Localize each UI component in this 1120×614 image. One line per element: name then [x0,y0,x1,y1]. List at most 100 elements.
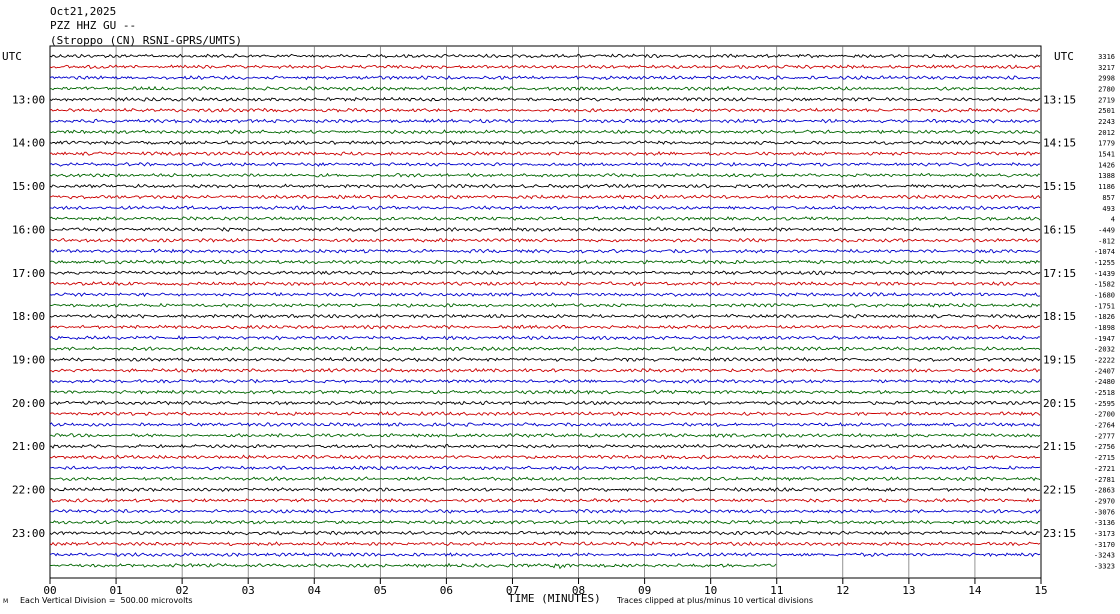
right-time-label: 13:15 [1043,93,1076,106]
trace-line [49,519,1041,525]
left-time-label: 21:00 [12,440,45,453]
trace-offset-label: -2756 [1094,443,1115,451]
trace-line [49,75,1041,81]
x-tick-label: 07 [506,584,519,597]
x-tick-label: 00 [43,584,56,597]
trace-offset-label: -3170 [1094,541,1115,549]
trace-line [49,151,1041,157]
trace-offset-label: -1255 [1094,259,1115,267]
trace-line [49,302,1041,308]
trace-line [49,530,1040,536]
trace-line [49,324,1041,330]
trace-line [49,487,1041,493]
trace-offset-label: 493 [1102,205,1115,213]
x-tick-label: 06 [440,584,453,597]
trace-offset-label: 2012 [1098,129,1115,137]
right-time-label: 22:15 [1043,484,1076,497]
x-tick-label: 03 [242,584,255,597]
trace-offset-label: -2863 [1094,487,1115,495]
trace-offset-label: -1898 [1094,324,1115,332]
trace-line [49,172,1041,178]
x-tick-label: 05 [374,584,387,597]
trace-offset-label: -1582 [1094,281,1115,289]
left-time-label: 19:00 [12,354,45,367]
division-note: Each Vertical Division = 500.00 microvol… [20,596,193,605]
trace-offset-label: -3323 [1094,562,1115,570]
trace-line [49,367,1041,373]
trace-offset-label: 1186 [1098,183,1115,191]
trace-line [49,335,1041,341]
trace-line [49,194,1041,200]
plot-date: Oct21,2025 [50,5,117,18]
trace-line [49,216,1041,222]
x-tick-label: 15 [1034,584,1047,597]
trace-offset-label: -1751 [1094,302,1115,310]
x-tick-label: 11 [770,584,783,597]
trace-offset-label: 1388 [1098,172,1115,180]
trace-offset-label: 2780 [1098,86,1115,94]
trace-line [49,226,1041,233]
right-time-label: 21:15 [1043,440,1076,453]
trace-line [50,443,1041,449]
plot-frame [49,45,1042,579]
trace-offset-label: -2518 [1094,389,1115,397]
trace-line [49,237,1041,243]
trace-line [49,422,1041,428]
trace-offset-label: 2243 [1098,118,1115,126]
trace-offset-label: -449 [1098,226,1115,234]
left-time-label: 16:00 [12,223,45,236]
trace-line [49,400,1040,406]
trace-line [49,476,1041,482]
corner-mark: M [3,598,9,605]
trace-offset-label: -1680 [1094,291,1115,299]
trace-offset-label: -2764 [1094,422,1115,430]
trace-line [49,183,1041,189]
trace-offset-label: -2781 [1094,476,1115,484]
trace-line [49,411,1041,417]
left-time-label: 20:00 [12,397,45,410]
left-time-label: 22:00 [12,484,45,497]
utc-label-left: UTC [2,50,22,63]
trace-line [49,346,1041,352]
trace-line [49,64,1041,70]
trace-line [49,96,1041,102]
x-tick-label: 12 [836,584,849,597]
trace-offset-label: 2998 [1098,75,1115,83]
right-time-label: 17:15 [1043,267,1076,280]
trace-line [49,259,1041,265]
trace-offset-label: 1541 [1098,151,1115,159]
trace-line [49,118,1041,124]
x-tick-label: 10 [704,584,717,597]
trace-line [49,53,1041,59]
right-time-label: 20:15 [1043,397,1076,410]
trace-line [49,129,1041,135]
trace-line [49,508,1041,514]
trace-offset-label: -3136 [1094,519,1115,527]
trace-offset-label: -2721 [1094,465,1115,473]
left-time-label: 14:00 [12,137,45,150]
left-time-label: 18:00 [12,310,45,323]
trace-line [49,497,1041,503]
trace-line [49,291,1041,298]
trace-line [49,161,1041,167]
trace-line [49,552,1041,558]
trace-offset-label: -2700 [1094,411,1115,419]
trace-line [49,248,1041,254]
trace-line [49,313,1041,319]
trace-line [49,281,1041,287]
trace-offset-label: 4 [1111,216,1115,224]
trace-offset-label: -1439 [1094,270,1115,278]
trace-line [50,270,1041,276]
trace-offset-label: -3173 [1094,530,1115,538]
trace-line [49,378,1041,384]
x-tick-label: 14 [968,584,982,597]
x-tick-label: 13 [902,584,915,597]
trace-line [49,454,1041,460]
trace-line [49,432,1041,438]
trace-offset-label: -1074 [1094,248,1115,256]
trace-offset-label: -2032 [1094,346,1115,354]
trace-offset-label: -1947 [1094,335,1115,343]
trace-offset-label: -2970 [1094,497,1115,505]
station-code: PZZ HHZ GU -- [50,19,137,32]
